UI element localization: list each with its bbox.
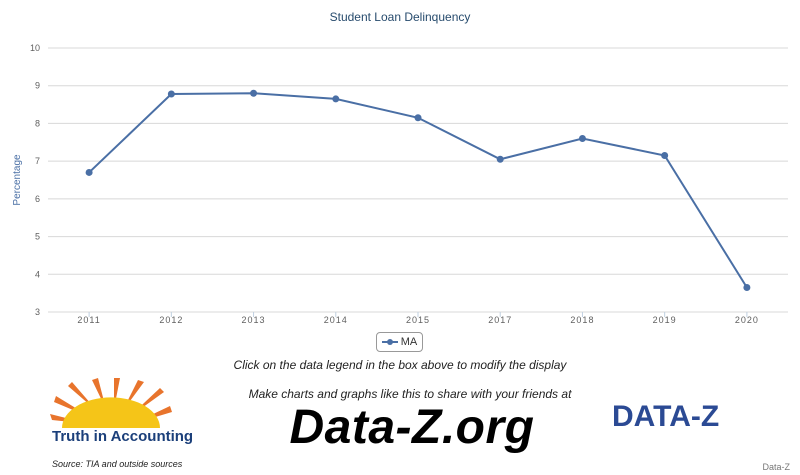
x-axis-ticks: 2011 2012 2013 2014 2015 2017 2018 2019 2020 xyxy=(77,312,758,325)
y-tick-label: 9 xyxy=(35,81,40,91)
brand-link[interactable]: Data-Z.org xyxy=(289,401,535,454)
x-tick-label: 2013 xyxy=(242,315,266,325)
data-point[interactable] xyxy=(85,168,93,176)
data-point[interactable] xyxy=(414,114,422,122)
legend-instruction: Click on the data legend in the box abov… xyxy=(233,358,567,372)
data-point[interactable] xyxy=(661,151,669,159)
data-point[interactable] xyxy=(250,89,258,97)
x-tick-label: 2012 xyxy=(159,315,183,325)
x-tick-label: 2018 xyxy=(570,315,594,325)
legend-item-ma[interactable]: MA xyxy=(376,332,423,352)
y-tick-label: 6 xyxy=(35,194,40,204)
y-axis-ticks: 3 4 5 6 7 8 9 10 xyxy=(30,43,40,317)
data-point[interactable] xyxy=(496,155,504,163)
data-point[interactable] xyxy=(743,283,751,291)
y-tick-label: 7 xyxy=(35,156,40,166)
data-point[interactable] xyxy=(167,90,175,98)
tia-logo-text: Truth in Accounting xyxy=(52,428,194,445)
dataz-logo: DATA-Z xyxy=(612,400,720,433)
legend-marker-icon xyxy=(381,339,398,345)
x-tick-label: 2020 xyxy=(735,315,759,325)
y-tick-label: 10 xyxy=(30,43,40,53)
data-point[interactable] xyxy=(332,95,340,103)
x-tick-label: 2015 xyxy=(406,315,430,325)
legend-label: MA xyxy=(400,336,418,348)
y-tick-label: 4 xyxy=(35,269,40,279)
share-text: Make charts and graphs like this to shar… xyxy=(248,387,572,401)
y-tick-label: 8 xyxy=(35,118,40,128)
y-tick-label: 5 xyxy=(35,232,40,242)
y-tick-label: 3 xyxy=(35,307,40,317)
x-tick-label: 2011 xyxy=(77,315,100,325)
grid-lines xyxy=(48,47,788,313)
data-point[interactable] xyxy=(578,135,586,143)
series-line xyxy=(88,92,748,289)
x-tick-label: 2014 xyxy=(324,315,348,325)
series-ma xyxy=(85,89,751,291)
x-tick-label: 2017 xyxy=(488,315,512,325)
credit-label: Data-Z xyxy=(762,462,790,472)
sun-logo-icon xyxy=(50,378,172,428)
chart-title: Student Loan Delinquency xyxy=(330,10,471,24)
source-note: Source: TIA and outside sources xyxy=(52,459,183,469)
x-tick-label: 2019 xyxy=(653,315,677,325)
y-axis-label: Percentage xyxy=(12,154,23,206)
